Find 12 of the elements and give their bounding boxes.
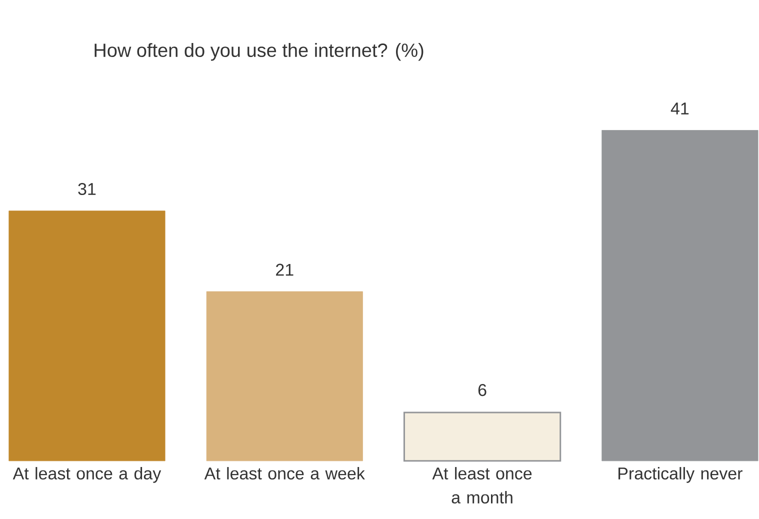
data-label: 31 [78,182,96,196]
chart-title: How often do you use the internet? (%) [94,43,424,61]
x-tick-label: At least once a day [12,467,162,483]
x-tick-label: At least once a week [204,467,365,480]
data-label: 41 [670,102,689,114]
data-label: 21 [276,264,294,276]
bar [206,291,363,462]
data-label: 6 [478,384,486,396]
bar [403,412,562,462]
x-tick-label: Practically never [618,467,742,483]
bar [8,210,166,462]
x-tick-label: At least once a month [432,467,532,504]
